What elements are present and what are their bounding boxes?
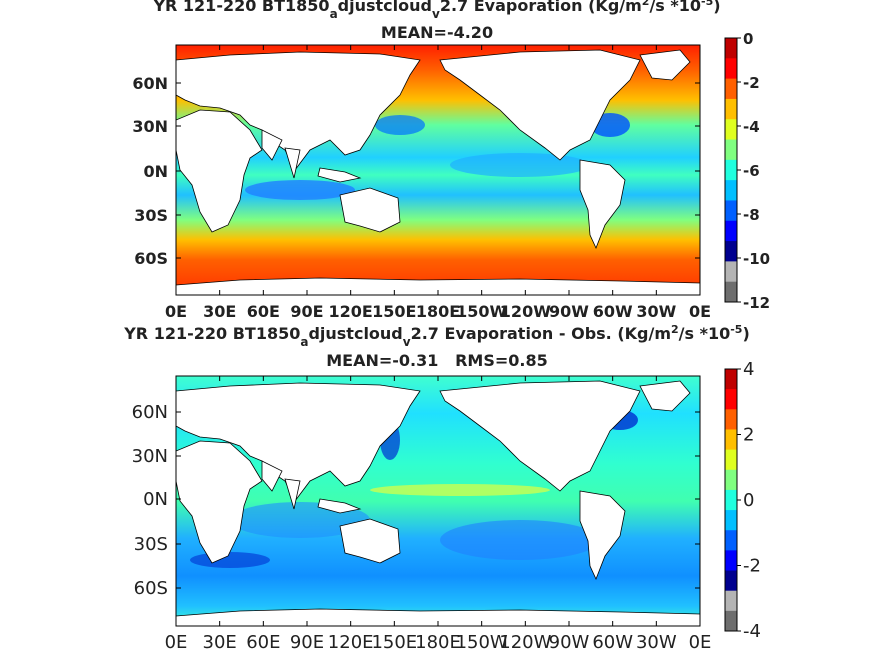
- colorbar-segment: [725, 449, 737, 471]
- colorbar-tick-label: -2: [743, 556, 761, 577]
- colorbar-segment: [725, 261, 737, 283]
- x-tick-label: 60W: [592, 632, 633, 653]
- colorbar-tick-label: -2: [743, 74, 760, 92]
- x-tick-label: 180E: [415, 632, 461, 653]
- x-tick-label: 30E: [203, 632, 237, 653]
- colorbar-tick-label: 2: [743, 425, 754, 446]
- x-tick-label: 0E: [689, 302, 711, 321]
- panel-2-colorbar: 4 2 0 -2 -4: [724, 359, 761, 642]
- colorbar-segment: [725, 550, 737, 572]
- colorbar-tick-label: -4: [743, 118, 760, 136]
- y-tick-label: 30S: [134, 534, 168, 555]
- colorbar-tick-label: -10: [743, 250, 770, 268]
- y-tick-label: 30N: [132, 446, 168, 467]
- x-tick-label: 30W: [636, 302, 676, 321]
- colorbar-segment: [725, 389, 737, 410]
- colorbar-segment: [725, 38, 737, 59]
- x-tick-label: 30E: [203, 302, 236, 321]
- x-tick-label: 60E: [246, 632, 280, 653]
- colorbar-tick-label: 0: [743, 490, 754, 511]
- y-tick-label: 0N: [143, 162, 168, 181]
- panel-1-colorbar: 0 -2 -4 -6 -8 -10 -12: [724, 30, 770, 312]
- colorbar-tick-label: 4: [743, 359, 754, 380]
- panel-2: YR 121-220 BT1850adjustcloudv2.7 Evapora…: [123, 323, 761, 654]
- colorbar-segment: [725, 429, 737, 451]
- x-tick-label: 120W: [499, 632, 551, 653]
- x-tick-label: 180E: [416, 302, 460, 321]
- y-tick-label: 30N: [132, 117, 168, 136]
- panel-1: YR 121-220 BT1850adjustcloudv2.7 Evapora…: [132, 0, 770, 321]
- colorbar-tick-label: 0: [743, 30, 753, 48]
- colorbar-segment: [725, 58, 737, 80]
- colorbar-tick-label: -12: [743, 294, 770, 312]
- colorbar-segment: [725, 590, 737, 612]
- panel-2-subtitle: MEAN=-0.31 RMS=0.85: [326, 351, 548, 370]
- x-tick-label: 0E: [165, 302, 187, 321]
- y-tick-label: 60S: [134, 249, 168, 268]
- colorbar-segment: [725, 78, 737, 100]
- x-tick-label: 90W: [549, 632, 590, 653]
- colorbar-segment: [725, 510, 737, 531]
- colorbar-segment: [725, 119, 737, 141]
- colorbar-segment: [725, 409, 737, 430]
- colorbar-segment: [725, 159, 737, 181]
- panel-2-y-ticks: 60N 30N 0N 30S 60S: [132, 402, 700, 599]
- y-tick-label: 60S: [134, 578, 168, 599]
- x-tick-label: 60W: [593, 302, 633, 321]
- panel-1-y-ticks: 60N 30N 0N 30S 60S: [132, 74, 700, 268]
- x-tick-label: 30W: [636, 632, 677, 653]
- colorbar-segment: [725, 369, 737, 390]
- x-tick-label: 90W: [549, 302, 589, 321]
- colorbar-segment: [725, 489, 737, 511]
- x-tick-label: 120E: [328, 632, 374, 653]
- colorbar-segment: [725, 570, 737, 592]
- colorbar-segment: [725, 180, 737, 201]
- colorbar-segment: [725, 281, 737, 303]
- colorbar-segment: [725, 220, 737, 242]
- x-tick-label: 150E: [372, 302, 416, 321]
- panel-2-title: YR 121-220 BT1850adjustcloudv2.7 Evapora…: [123, 323, 750, 350]
- y-tick-label: 30S: [134, 206, 168, 225]
- y-tick-label: 60N: [132, 402, 168, 423]
- colorbar-segment: [725, 610, 737, 632]
- colorbar-segment: [725, 98, 737, 120]
- x-tick-label: 0E: [689, 632, 712, 653]
- colorbar-segment: [725, 530, 737, 551]
- x-tick-label: 150W: [456, 632, 508, 653]
- x-tick-label: 120E: [329, 302, 373, 321]
- x-tick-label: 120W: [500, 302, 551, 321]
- panel-1-title: YR 121-220 BT1850adjustcloudv2.7 Evapora…: [152, 0, 720, 21]
- x-tick-label: 90E: [290, 302, 323, 321]
- x-tick-label: 90E: [290, 632, 324, 653]
- x-tick-label: 0E: [165, 632, 188, 653]
- colorbar-tick-label: -8: [743, 206, 760, 224]
- y-tick-label: 60N: [132, 74, 168, 93]
- panel-1-subtitle: MEAN=-4.20: [381, 23, 493, 42]
- panel-1-map: [176, 45, 700, 295]
- x-tick-label: 60E: [247, 302, 280, 321]
- colorbar-segment: [725, 241, 737, 262]
- colorbar-segment: [725, 139, 737, 161]
- y-tick-label: 0N: [143, 489, 168, 510]
- x-tick-label: 150W: [456, 302, 507, 321]
- panel-2-map: [176, 376, 700, 626]
- colorbar-tick-label: -4: [743, 621, 761, 642]
- colorbar-segment: [725, 200, 737, 222]
- colorbar-segment: [725, 469, 737, 491]
- colorbar-tick-label: -6: [743, 162, 760, 180]
- x-tick-label: 150E: [371, 632, 417, 653]
